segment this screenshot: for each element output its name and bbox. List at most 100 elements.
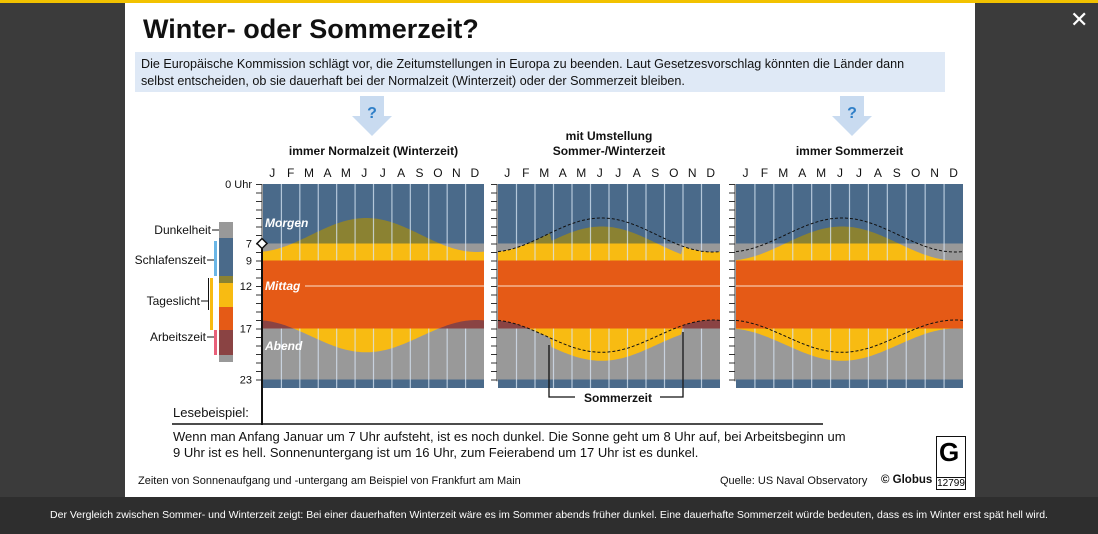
month-label: J (615, 166, 621, 180)
panel-title: immer Sommerzeit (796, 144, 903, 158)
top-accent-bar (0, 0, 1098, 3)
hour-label: 0 Uhr (225, 179, 252, 191)
hour-label: 23 (240, 375, 252, 387)
panel-title: immer Normalzeit (Winterzeit) (289, 144, 458, 158)
legend-swatch (219, 276, 233, 283)
month-label: M (778, 166, 788, 180)
copyright: © Globus (881, 474, 933, 486)
month-label: N (688, 166, 697, 180)
month-label: M (304, 166, 314, 180)
month-label: O (669, 166, 678, 180)
darkness-worktime-area (263, 320, 484, 329)
legend-swatch (219, 238, 233, 276)
hour-label: 12 (240, 281, 252, 293)
legend-swatch (219, 307, 233, 330)
legend-sleep-marker (214, 241, 217, 276)
month-label: O (911, 166, 920, 180)
month-label: M (816, 166, 826, 180)
month-label: J (269, 166, 275, 180)
down-arrow-icon (832, 96, 872, 136)
graphic-number: 12799 (937, 477, 965, 489)
month-label: J (856, 166, 862, 180)
legend-work-marker (214, 330, 217, 355)
down-arrow-icon (352, 96, 392, 136)
globus-logo: G 12799 (936, 436, 966, 490)
hour-label: 9 (246, 256, 252, 268)
month-label: N (930, 166, 939, 180)
month-label: J (837, 166, 843, 180)
summer-bracket-left (548, 345, 575, 398)
month-label: S (651, 166, 659, 180)
close-icon[interactable]: ✕ (1070, 8, 1089, 33)
daylight-evening-area (293, 328, 439, 353)
daylight-dawn-area (785, 226, 899, 244)
legend-swatch (219, 283, 233, 307)
logo-letter: G (939, 437, 960, 467)
reading-line: Wenn man Anfang Januar um 7 Uhr aufsteht… (173, 429, 846, 444)
month-label: A (559, 166, 567, 180)
daylight-dawn-area (292, 218, 440, 244)
month-label: F (761, 166, 768, 180)
reading-example-text: Wenn man Anfang Januar um 7 Uhr aufsteht… (173, 429, 846, 461)
graphic-title: Winter- oder Sommerzeit? (143, 14, 479, 44)
month-label: A (397, 166, 405, 180)
legend-daylight-marker (210, 278, 213, 330)
normal-time-sunset-dashed (498, 319, 720, 353)
reading-example-label: Lesebeispiel: (173, 405, 249, 420)
legend-swatch (219, 222, 233, 238)
month-label: D (470, 166, 479, 180)
month-label: M (576, 166, 586, 180)
normal-time-sunrise-dashed (736, 217, 963, 253)
month-label: N (452, 166, 461, 180)
legend-swatch (219, 330, 233, 355)
band-label: Morgen (265, 216, 308, 230)
example-marker-icon (255, 237, 269, 250)
normal-time-sunrise-dashed (498, 217, 720, 253)
hour-label: 17 (240, 324, 252, 336)
source: Quelle: US Naval Observatory (720, 475, 868, 487)
hour-label: 7 (246, 239, 252, 251)
legend-label: Schlafenszeit (135, 253, 207, 267)
month-label: O (433, 166, 442, 180)
month-label: S (893, 166, 901, 180)
month-label: D (706, 166, 715, 180)
month-label: M (341, 166, 351, 180)
work-band (498, 260, 720, 329)
panel-title: mit Umstellung (566, 129, 653, 143)
legend-label: Tageslicht (147, 294, 201, 308)
month-label: F (522, 166, 529, 180)
month-label: A (633, 166, 641, 180)
month-label: M (539, 166, 549, 180)
month-label: D (949, 166, 958, 180)
month-label: S (416, 166, 424, 180)
image-caption: Der Vergleich zwischen Sommer- und Winte… (0, 497, 1098, 534)
band-label: Mittag (265, 279, 301, 293)
legend-swatch (219, 355, 233, 362)
summer-time-label: Sommerzeit (584, 391, 652, 405)
darkness-worktime-area (498, 320, 720, 329)
intro-text: Die Europäische Kommission schlägt vor, … (135, 52, 945, 92)
month-label: J (380, 166, 386, 180)
month-label: J (597, 166, 603, 180)
month-label: F (287, 166, 294, 180)
band-label: Abend (264, 339, 303, 353)
panel-title: Sommer-/Winterzeit (553, 144, 666, 158)
daylight-dawn-area (527, 226, 658, 244)
month-label: A (874, 166, 882, 180)
question-mark: ? (847, 105, 857, 122)
month-label: J (361, 166, 367, 180)
reading-line: 9 Uhr ist es hell. Sonnenuntergang ist u… (173, 445, 699, 460)
month-label: A (323, 166, 331, 180)
legend-label: Arbeitszeit (150, 330, 207, 344)
legend-label: Dunkelheit (154, 223, 211, 237)
month-label: J (504, 166, 510, 180)
question-mark: ? (367, 105, 377, 122)
footnote: Zeiten von Sonnenaufgang und -untergang … (138, 475, 521, 487)
daylight-evening-area (528, 328, 683, 361)
work-band (263, 260, 484, 329)
summer-bracket-right (660, 332, 684, 398)
month-label: A (798, 166, 806, 180)
work-band (736, 260, 963, 329)
month-label: J (742, 166, 748, 180)
